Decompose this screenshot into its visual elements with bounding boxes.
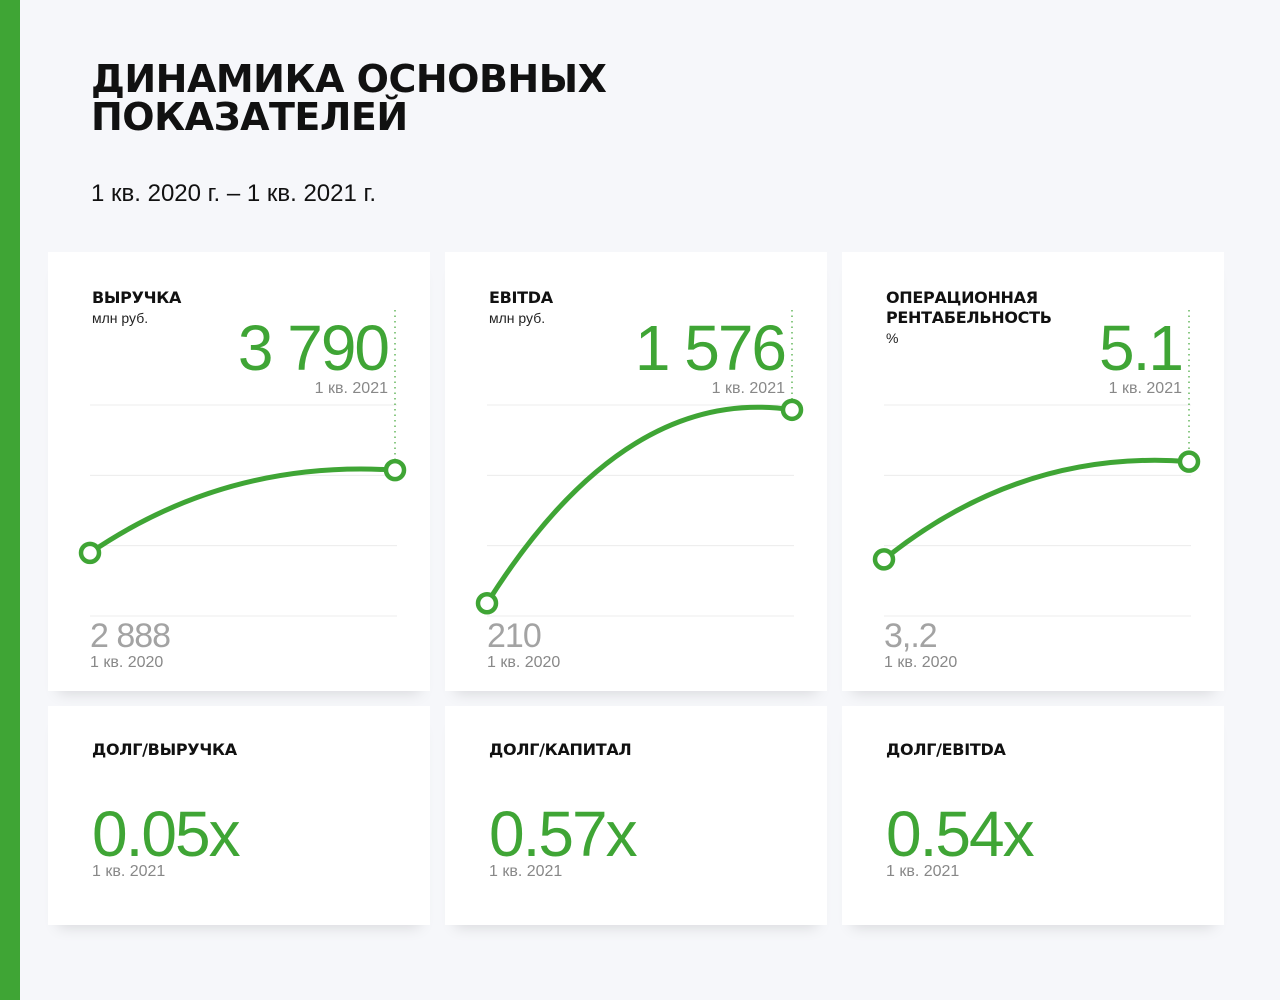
start-period-label: 1 кв. 2020 [487, 654, 561, 671]
end-point [1177, 450, 1201, 473]
ratio-title: ДОЛГ/EBITDA [886, 740, 1006, 759]
page-subtitle: 1 кв. 2020 г. – 1 кв. 2021 г. [91, 180, 376, 207]
start-point [78, 541, 102, 565]
start-point [872, 548, 896, 571]
ratio-value: 0.54x [886, 798, 1035, 870]
start-value: 210 [487, 617, 542, 655]
end-value: 1 576 [634, 312, 787, 384]
end-period-label: 1 кв. 2021 [1108, 380, 1182, 397]
accent-bar [0, 0, 20, 1000]
end-period-label: 1 кв. 2021 [314, 380, 388, 397]
chart-title: ОПЕРАЦИОННАЯ РЕНТАБЕЛЬНОСТЬ [886, 288, 1052, 327]
operating-margin-card: ОПЕРАЦИОННАЯ РЕНТАБЕЛЬНОСТЬ % 5.1 1 кв. … [842, 252, 1224, 691]
start-point [475, 592, 499, 615]
start-value: 3,.2 [884, 617, 938, 655]
debt-equity-card: ДОЛГ/КАПИТАЛ 0.57x 1 кв. 2021 [445, 706, 827, 925]
ratio-title: ДОЛГ/ВЫРУЧКА [92, 740, 237, 759]
ratio-value: 0.57x [489, 798, 638, 870]
ratio-period-label: 1 кв. 2021 [489, 863, 563, 880]
revenue-chart [78, 310, 407, 617]
series-line [87, 466, 398, 556]
end-point [383, 458, 407, 482]
start-value: 2 888 [90, 617, 171, 655]
page-title: ДИНАМИКА ОСНОВНЫХ ПОКАЗАТЕЛЕЙ [91, 57, 607, 139]
debt-ebitda-card: ДОЛГ/EBITDA 0.54x 1 кв. 2021 [842, 706, 1224, 925]
end-point [780, 398, 804, 422]
ratio-period-label: 1 кв. 2021 [886, 863, 960, 880]
chart-unit: млн руб. [92, 310, 149, 326]
ratio-value: 0.05x [92, 798, 241, 870]
ratio-title: ДОЛГ/КАПИТАЛ [489, 740, 632, 759]
ebitda-chart [475, 310, 804, 617]
series-line [881, 457, 1192, 562]
revenue-card: ВЫРУЧКА млн руб. 3 790 1 кв. 2021 2 888 … [48, 252, 430, 691]
chart-title: EBITDA [489, 288, 553, 307]
end-period-label: 1 кв. 2021 [711, 380, 785, 397]
start-period-label: 1 кв. 2020 [90, 654, 164, 671]
chart-title: ВЫРУЧКА [92, 288, 182, 307]
operating-margin-chart [872, 310, 1201, 617]
ratio-period-label: 1 кв. 2021 [92, 863, 166, 880]
end-value: 3 790 [237, 312, 390, 384]
chart-unit: млн руб. [489, 310, 546, 326]
chart-unit: % [886, 330, 899, 346]
start-period-label: 1 кв. 2020 [884, 654, 958, 671]
ebitda-card: EBITDA млн руб. 1 576 1 кв. 2021 210 1 к… [445, 252, 827, 691]
debt-revenue-card: ДОЛГ/ВЫРУЧКА 0.05x 1 кв. 2021 [48, 706, 430, 925]
end-value: 5.1 [1099, 312, 1184, 384]
series-line [484, 404, 795, 606]
